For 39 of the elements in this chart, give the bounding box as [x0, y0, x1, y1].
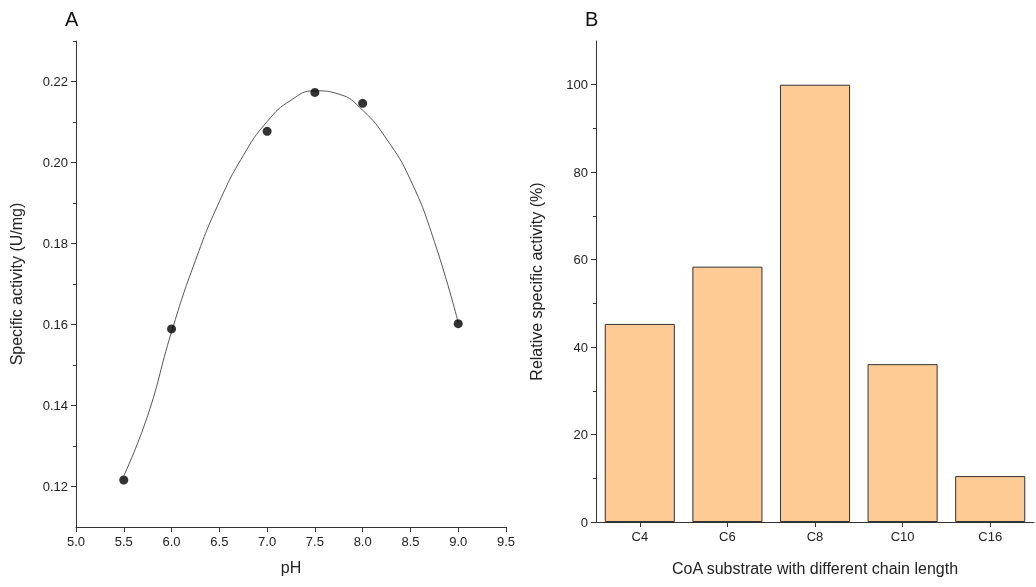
- x-tick-label: 9.0: [449, 534, 468, 549]
- x-tick-label: 8.0: [353, 534, 372, 549]
- x-tick-label: C8: [806, 529, 824, 544]
- chart-title: B: [585, 8, 599, 30]
- x-tick-label: 7.5: [305, 534, 324, 549]
- chart-title: A: [65, 8, 79, 30]
- point: [310, 87, 320, 97]
- y-axis-title: Relative specific activity (%): [527, 182, 545, 381]
- y-tick-label: 0.22: [42, 74, 68, 89]
- x-tick-label: 8.5: [401, 534, 420, 549]
- y-axis-title: Specific activity (U/mg): [7, 202, 25, 366]
- x-tick-label: 9.5: [496, 534, 516, 549]
- x-tick-label: 6.5: [210, 534, 229, 549]
- y-tick-label: 0.16: [42, 317, 68, 332]
- x-tick-label: C4: [631, 529, 649, 544]
- x-tick-label: 7.0: [258, 534, 277, 549]
- y-tick-label: 60: [573, 252, 588, 268]
- y-tick-label: 40: [573, 339, 588, 355]
- point: [262, 126, 272, 136]
- y-tick-label: 0.20: [42, 155, 68, 170]
- y-tick-label: 0.12: [42, 479, 68, 494]
- point: [167, 324, 177, 334]
- x-tick-label: C16: [978, 529, 1003, 544]
- x-tick-label: 5.5: [114, 534, 133, 549]
- y-tick-label: 20: [573, 427, 588, 443]
- x-tick-label: 5.0: [66, 534, 86, 549]
- point: [453, 319, 463, 329]
- x-tick-label: C6: [719, 529, 736, 544]
- y-tick-label: 80: [573, 164, 588, 180]
- y-tick-label: 100: [566, 77, 588, 93]
- y-tick-label: 0.14: [42, 398, 68, 413]
- point: [119, 475, 129, 485]
- y-tick-label: 0: [580, 514, 588, 530]
- y-tick-label: 0.18: [42, 236, 68, 251]
- point: [358, 98, 368, 108]
- x-axis-title: pH: [280, 558, 302, 576]
- x-tick-label: C10: [890, 529, 915, 544]
- x-tick-label: 6.0: [162, 534, 181, 549]
- x-axis-title: CoA substrate with different chain length: [671, 559, 959, 577]
